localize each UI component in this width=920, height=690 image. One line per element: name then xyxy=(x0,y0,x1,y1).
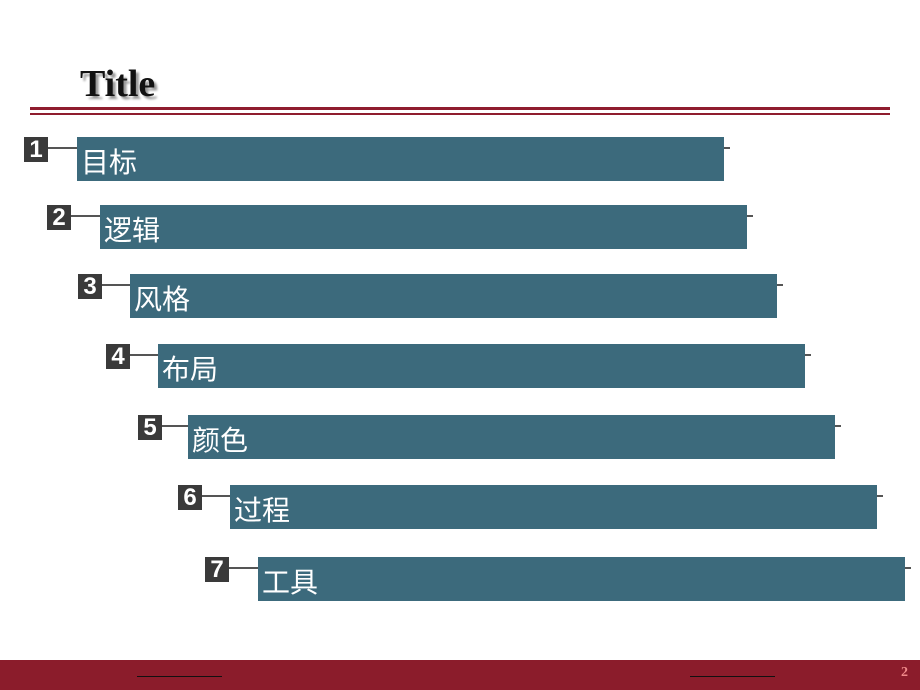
item-number: 5 xyxy=(138,415,162,440)
connector xyxy=(202,495,230,497)
slide-title: Title xyxy=(80,63,156,105)
footer-band xyxy=(0,660,920,690)
item-number: 1 xyxy=(24,137,48,162)
bar-tick xyxy=(777,284,783,286)
bar-tick xyxy=(724,147,730,149)
connector xyxy=(130,354,158,356)
title-rule xyxy=(30,107,890,110)
bar-tick xyxy=(747,215,753,217)
item-number: 3 xyxy=(78,274,102,299)
item-number: 6 xyxy=(178,485,202,510)
connector xyxy=(71,215,100,217)
footer-line xyxy=(690,676,775,677)
item-number: 4 xyxy=(106,344,130,369)
page-number: 2 xyxy=(901,665,908,680)
bar-tick xyxy=(877,495,883,497)
item-bar: 逻辑 xyxy=(100,205,747,249)
item-bar: 过程 xyxy=(230,485,877,529)
item-bar: 目标 xyxy=(77,137,724,181)
item-bar: 工具 xyxy=(258,557,905,601)
bar-tick xyxy=(805,354,811,356)
item-number: 7 xyxy=(205,557,229,582)
item-bar: 颜色 xyxy=(188,415,835,459)
item-number: 2 xyxy=(47,205,71,230)
connector xyxy=(102,284,130,286)
item-bar: 布局 xyxy=(158,344,805,388)
connector xyxy=(162,425,188,427)
title-rule xyxy=(30,113,890,115)
footer-line xyxy=(137,676,222,677)
connector xyxy=(229,567,258,569)
item-bar: 风格 xyxy=(130,274,777,318)
connector xyxy=(48,147,77,149)
bar-tick xyxy=(835,425,841,427)
bar-tick xyxy=(905,567,911,569)
